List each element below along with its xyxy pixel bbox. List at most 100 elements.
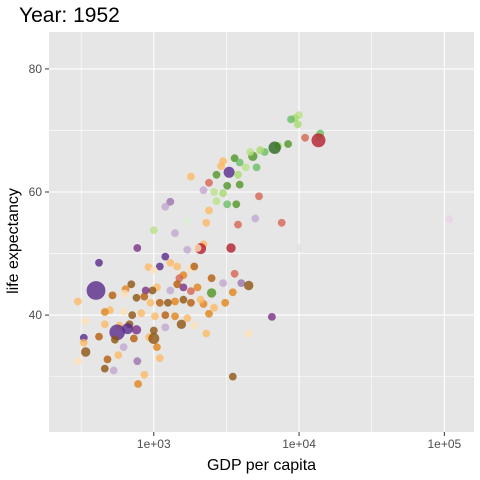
data-point xyxy=(171,312,179,321)
data-point xyxy=(311,133,326,148)
data-points xyxy=(73,111,454,388)
data-point xyxy=(108,291,117,300)
data-point xyxy=(217,162,225,171)
data-point xyxy=(210,188,219,196)
data-point xyxy=(244,280,254,291)
data-point xyxy=(244,329,253,338)
data-point xyxy=(95,258,103,267)
data-point xyxy=(148,333,160,344)
data-point xyxy=(161,252,170,261)
data-point xyxy=(210,303,219,312)
data-point xyxy=(119,343,128,351)
data-point xyxy=(81,347,91,357)
data-point xyxy=(268,141,281,154)
data-point xyxy=(202,329,211,338)
data-point xyxy=(166,197,175,206)
data-point xyxy=(199,186,208,195)
data-point xyxy=(221,298,230,307)
data-point xyxy=(161,311,170,319)
data-point xyxy=(149,266,158,275)
data-point xyxy=(128,311,137,319)
data-point xyxy=(148,286,157,295)
plot-panel xyxy=(49,32,474,432)
data-point xyxy=(120,289,129,298)
data-point xyxy=(79,338,88,347)
data-point xyxy=(114,351,123,359)
data-point xyxy=(183,217,192,225)
data-point xyxy=(166,286,175,295)
data-point xyxy=(212,197,221,206)
data-point xyxy=(175,274,184,283)
x-tick-label: 1e+05 xyxy=(427,437,461,451)
data-point xyxy=(149,226,158,235)
data-point xyxy=(223,166,235,178)
data-point xyxy=(190,321,199,330)
data-point xyxy=(166,258,175,267)
data-point xyxy=(133,244,142,252)
data-point xyxy=(127,280,136,289)
data-point xyxy=(235,158,244,167)
data-point xyxy=(161,202,170,211)
data-point xyxy=(141,286,150,295)
data-point xyxy=(109,366,118,375)
data-point xyxy=(226,243,236,253)
data-point xyxy=(205,309,213,318)
y-axis-title: life expectancy xyxy=(5,188,22,294)
data-point xyxy=(228,372,237,381)
data-point xyxy=(202,218,211,227)
data-point xyxy=(445,215,454,224)
data-point xyxy=(95,332,103,341)
data-point xyxy=(171,229,179,238)
data-point xyxy=(219,279,228,287)
data-point xyxy=(193,283,202,292)
data-point xyxy=(234,170,242,179)
data-point xyxy=(183,245,192,254)
tick-labels: 1e+03 1e+04 1e+05 40 60 80 xyxy=(29,62,462,451)
data-point xyxy=(137,309,146,318)
data-point xyxy=(73,357,82,366)
data-point xyxy=(100,364,109,373)
data-point xyxy=(223,181,232,190)
data-point xyxy=(187,172,195,181)
data-point xyxy=(153,343,161,351)
data-point xyxy=(131,325,142,335)
data-point xyxy=(196,295,205,304)
data-point xyxy=(111,335,119,344)
data-point xyxy=(134,380,143,388)
data-point xyxy=(232,200,241,209)
data-point xyxy=(151,312,159,321)
data-point xyxy=(207,274,216,283)
x-axis-title: GDP per capita xyxy=(207,457,316,474)
data-point xyxy=(119,307,128,316)
data-point xyxy=(230,269,239,278)
data-point xyxy=(161,323,170,332)
data-point xyxy=(176,319,187,329)
data-point xyxy=(187,287,195,295)
data-point xyxy=(100,308,109,316)
data-point xyxy=(103,355,112,364)
data-point xyxy=(268,313,276,321)
data-point xyxy=(246,148,255,156)
data-point xyxy=(173,280,182,289)
data-point xyxy=(179,295,188,304)
data-point xyxy=(193,244,202,252)
data-point xyxy=(237,279,246,287)
x-tick-label: 1e+03 xyxy=(137,437,171,451)
data-point xyxy=(155,298,164,307)
data-point xyxy=(301,133,309,142)
data-point xyxy=(256,146,265,155)
data-point xyxy=(206,288,217,298)
data-point xyxy=(179,283,188,292)
data-point xyxy=(293,120,302,129)
y-tick-label: 60 xyxy=(29,185,43,199)
data-point xyxy=(146,298,155,307)
data-point xyxy=(234,220,242,229)
data-point xyxy=(284,140,292,148)
axis-ticks xyxy=(45,68,445,436)
grid-lines xyxy=(49,32,474,432)
data-point xyxy=(235,180,244,189)
data-point xyxy=(230,154,239,163)
x-tick-label: 1e+04 xyxy=(282,437,316,451)
data-point xyxy=(255,192,263,201)
